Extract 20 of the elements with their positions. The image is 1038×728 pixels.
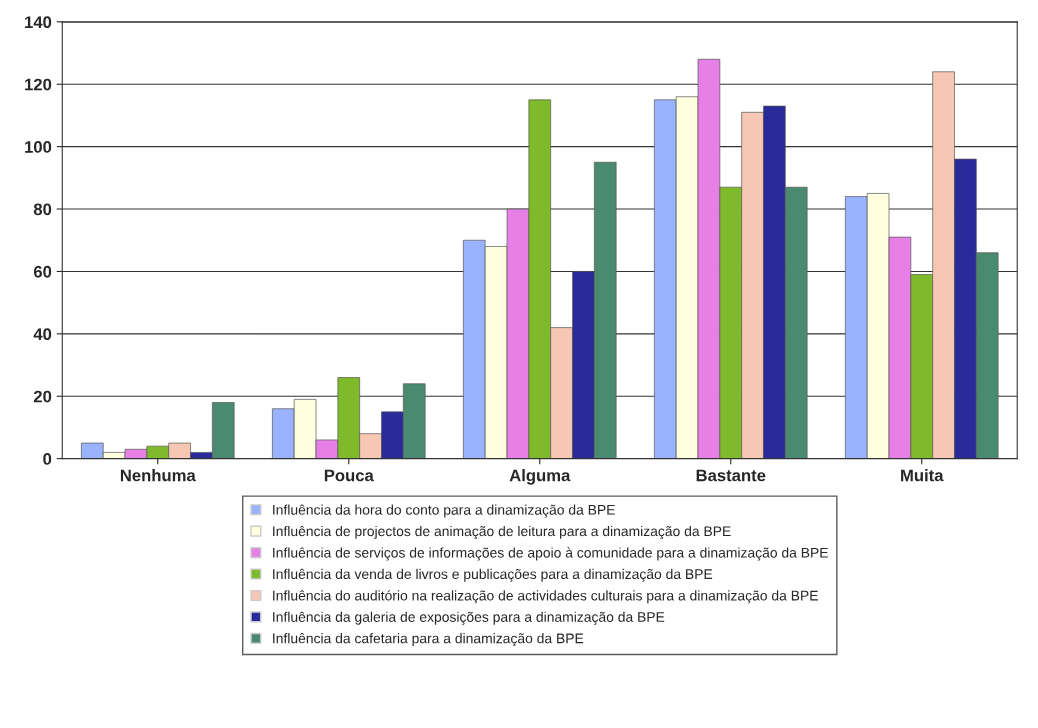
y-tick-label: 100 (25, 141, 52, 153)
legend-label: Influência do auditório na realização de actividades culturais para a dinamização da BPE (273, 590, 818, 604)
y-tick-label: 120 (25, 78, 52, 91)
legend-label: Influência da hora do conto para a dinamização da BPE (273, 504, 615, 518)
y-tick-label: 80 (33, 203, 52, 216)
x-tick-label: Bastante (696, 469, 766, 482)
y-tick-label: 20 (33, 390, 52, 403)
x-tick-label: Pouca (324, 469, 374, 482)
legend-label: Influência da venda de livros e publicações para a dinamização da BPE (273, 568, 713, 582)
y-tick-label: 60 (33, 265, 52, 278)
y-tick-label: 140 (25, 16, 52, 29)
legend-label: Influência de serviços de informações de apoio à comunidade para a dinamização da BPE (273, 547, 828, 561)
x-tick-label: Alguma (509, 469, 571, 485)
x-tick-label: Nenhuma (120, 469, 196, 482)
legend-label: Influência de projectos de animação de leitura para a dinamização da BPE (273, 525, 731, 539)
legend-label: Influência da cafetaria para a dinamização da BPE (273, 633, 584, 647)
x-tick-label: Muita (901, 469, 944, 482)
legend-label: Influência da galeria de exposições para a dinamização da BPE (273, 611, 665, 625)
y-tick-label: 0 (43, 453, 52, 465)
y-tick-label: 40 (33, 328, 52, 341)
